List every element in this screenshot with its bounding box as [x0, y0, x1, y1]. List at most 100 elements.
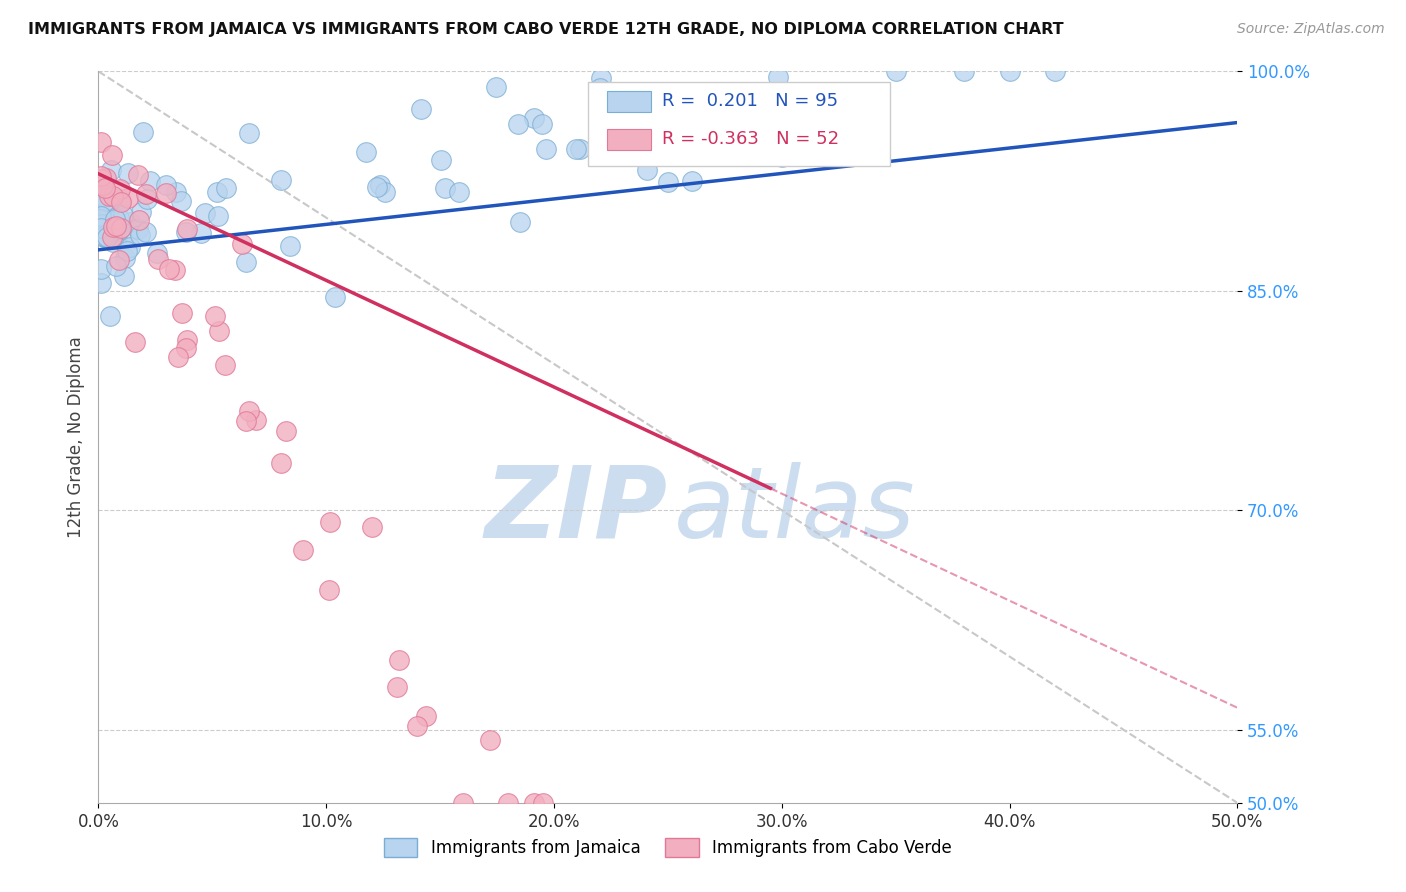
Immigrants from Jamaica — [107, 211, 129, 225]
Immigrants from Cabo Verde — [318, 583, 340, 598]
Immigrants from Cabo Verde — [108, 253, 131, 268]
Immigrants from Jamaica — [770, 150, 793, 164]
Immigrants from Jamaica — [215, 180, 238, 194]
Immigrants from Cabo Verde — [406, 718, 429, 732]
Immigrants from Jamaica — [103, 235, 125, 250]
Bar — [607, 91, 651, 112]
Immigrants from Jamaica — [447, 185, 470, 199]
Immigrants from Cabo Verde — [238, 403, 260, 417]
Immigrants from Jamaica — [588, 80, 610, 95]
Immigrants from Jamaica — [120, 240, 142, 254]
Immigrants from Jamaica — [374, 186, 396, 200]
Immigrants from Jamaica — [174, 225, 197, 239]
Immigrants from Jamaica — [270, 172, 292, 186]
Immigrants from Jamaica — [815, 87, 838, 102]
Immigrants from Jamaica — [108, 222, 131, 236]
Immigrants from Cabo Verde — [360, 520, 382, 534]
Immigrants from Jamaica — [609, 89, 631, 103]
Immigrants from Cabo Verde — [117, 191, 139, 205]
Immigrants from Jamaica — [509, 215, 531, 229]
Immigrants from Cabo Verde — [110, 221, 132, 235]
Immigrants from Cabo Verde — [93, 181, 115, 195]
Immigrants from Jamaica — [97, 201, 120, 215]
Immigrants from Cabo Verde — [135, 187, 157, 202]
Legend: Immigrants from Jamaica, Immigrants from Cabo Verde: Immigrants from Jamaica, Immigrants from… — [377, 831, 959, 864]
Immigrants from Jamaica — [170, 194, 193, 209]
Immigrants from Cabo Verde — [128, 213, 150, 227]
Immigrants from Jamaica — [485, 80, 508, 95]
Immigrants from Cabo Verde — [498, 796, 520, 810]
Immigrants from Cabo Verde — [176, 333, 198, 347]
Immigrants from Cabo Verde — [94, 171, 117, 186]
Immigrants from Cabo Verde — [146, 252, 169, 266]
Immigrants from Jamaica — [534, 142, 557, 156]
Immigrants from Jamaica — [111, 208, 134, 222]
Immigrants from Jamaica — [354, 145, 377, 159]
Immigrants from Cabo Verde — [127, 168, 149, 182]
Immigrants from Jamaica — [112, 269, 135, 284]
Immigrants from Jamaica — [884, 64, 907, 78]
Immigrants from Jamaica — [90, 261, 112, 276]
Immigrants from Cabo Verde — [319, 515, 342, 529]
Immigrants from Jamaica — [90, 211, 112, 226]
Text: atlas: atlas — [673, 462, 915, 558]
Immigrants from Jamaica — [115, 244, 138, 258]
Immigrants from Cabo Verde — [91, 178, 114, 192]
Immigrants from Cabo Verde — [231, 237, 253, 252]
Immigrants from Cabo Verde — [479, 732, 502, 747]
Immigrants from Cabo Verde — [155, 186, 177, 201]
Immigrants from Jamaica — [190, 226, 212, 240]
Immigrants from Jamaica — [366, 179, 388, 194]
Immigrants from Jamaica — [114, 251, 136, 265]
Immigrants from Cabo Verde — [104, 219, 127, 233]
Immigrants from Jamaica — [108, 192, 131, 206]
Immigrants from Jamaica — [679, 110, 702, 124]
Immigrants from Jamaica — [96, 200, 118, 214]
Immigrants from Jamaica — [430, 153, 453, 168]
Immigrants from Jamaica — [90, 219, 112, 233]
Immigrants from Jamaica — [90, 276, 112, 290]
Immigrants from Cabo Verde — [204, 309, 226, 323]
Immigrants from Cabo Verde — [108, 181, 131, 195]
Immigrants from Jamaica — [94, 231, 117, 245]
Immigrants from Cabo Verde — [90, 169, 112, 183]
Immigrants from Jamaica — [409, 102, 432, 116]
Immigrants from Cabo Verde — [90, 172, 112, 186]
Immigrants from Jamaica — [1043, 64, 1066, 78]
Immigrants from Jamaica — [657, 175, 679, 189]
Immigrants from Jamaica — [207, 185, 229, 199]
Text: R = -0.363   N = 52: R = -0.363 N = 52 — [662, 130, 839, 148]
Immigrants from Jamaica — [434, 180, 457, 194]
Text: IMMIGRANTS FROM JAMAICA VS IMMIGRANTS FROM CABO VERDE 12TH GRADE, NO DIPLOMA COR: IMMIGRANTS FROM JAMAICA VS IMMIGRANTS FR… — [28, 22, 1064, 37]
Immigrants from Jamaica — [90, 217, 112, 231]
Immigrants from Jamaica — [155, 178, 177, 192]
Immigrants from Jamaica — [90, 221, 112, 235]
Immigrants from Cabo Verde — [415, 709, 437, 723]
Immigrants from Jamaica — [104, 212, 127, 227]
Immigrants from Jamaica — [105, 232, 128, 246]
Immigrants from Cabo Verde — [385, 680, 408, 694]
Immigrants from Jamaica — [127, 222, 149, 236]
Immigrants from Cabo Verde — [274, 424, 297, 438]
Immigrants from Cabo Verde — [235, 414, 257, 428]
Immigrants from Cabo Verde — [214, 358, 236, 372]
Immigrants from Jamaica — [101, 224, 124, 238]
Text: Source: ZipAtlas.com: Source: ZipAtlas.com — [1237, 22, 1385, 37]
Immigrants from Cabo Verde — [292, 543, 315, 558]
Immigrants from Jamaica — [565, 142, 588, 156]
Immigrants from Cabo Verde — [101, 148, 124, 162]
Immigrants from Jamaica — [103, 211, 125, 225]
Immigrants from Cabo Verde — [157, 262, 180, 277]
Text: ZIP: ZIP — [485, 462, 668, 558]
Immigrants from Jamaica — [93, 228, 115, 243]
Immigrants from Jamaica — [129, 205, 152, 219]
Immigrants from Jamaica — [91, 177, 114, 191]
Immigrants from Cabo Verde — [101, 189, 124, 203]
Immigrants from Cabo Verde — [451, 796, 474, 810]
Immigrants from Jamaica — [98, 309, 121, 323]
Immigrants from Cabo Verde — [97, 189, 120, 203]
Y-axis label: 12th Grade, No Diploma: 12th Grade, No Diploma — [66, 336, 84, 538]
Immigrants from Cabo Verde — [170, 306, 193, 320]
Immigrants from Jamaica — [681, 174, 703, 188]
Immigrants from Jamaica — [146, 246, 169, 260]
